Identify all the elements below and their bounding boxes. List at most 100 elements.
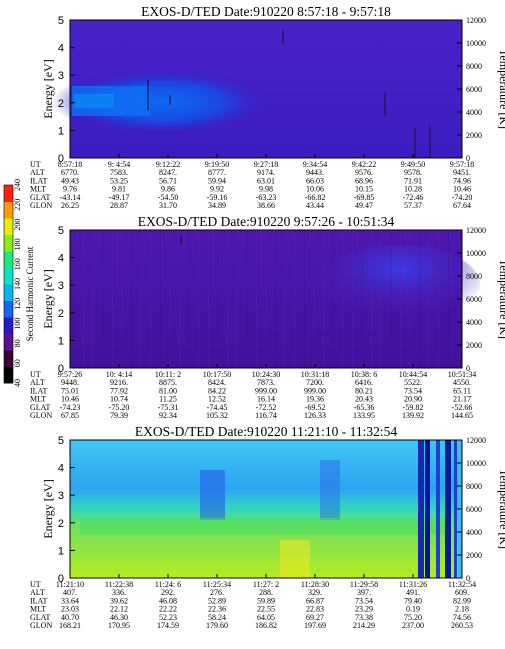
intensity-region <box>320 460 340 520</box>
table-cell: 11:29:58 <box>350 580 378 589</box>
y-axis-label: Energy [eV] <box>41 59 55 118</box>
data-streak <box>436 440 440 578</box>
table-cell: 126.33 <box>304 411 326 420</box>
colorbar-tick-label: 180 <box>13 238 22 250</box>
data-streak <box>425 440 430 578</box>
table-cell: 52.23 <box>159 613 177 622</box>
table-cell: 10.28 <box>404 185 422 194</box>
table-cell: 9.98 <box>259 185 273 194</box>
table-cell: 53.25 <box>110 176 128 185</box>
table-cell: 56.71 <box>159 176 177 185</box>
table-cell: 10.15 <box>355 185 373 194</box>
table-cell: 329. <box>308 588 322 597</box>
colorbar-label: Second Harmonic Current <box>25 246 35 341</box>
colorbar-segment <box>4 218 13 235</box>
colorbar-tick-label: 200 <box>13 219 22 231</box>
table-cell: -65.36 <box>354 403 375 412</box>
table-cell: 23.03 <box>61 605 79 614</box>
colorbar-tick-label: 120 <box>13 298 22 310</box>
table-cell: 4550. <box>453 378 471 387</box>
y2-tick-label: 4000 <box>466 318 482 327</box>
table-cell: 9:49:50 <box>401 160 425 169</box>
colorbar-tick-label: 220 <box>13 199 22 211</box>
table-cell: 9:19:50 <box>205 160 229 169</box>
table-cell: 84.22 <box>208 386 226 395</box>
table-cell: 8777. <box>208 168 226 177</box>
table-cell: 73.38 <box>355 613 373 622</box>
table-cell: -59.16 <box>207 193 228 202</box>
y2-tick-label: 12000 <box>466 16 486 25</box>
table-cell: 336. <box>112 588 126 597</box>
table-cell: 116.74 <box>255 411 277 420</box>
table-cell: 46.30 <box>110 613 128 622</box>
table-cell: 197.69 <box>304 621 326 630</box>
table-cell: 9.76 <box>63 185 77 194</box>
table-cell: 260.53 <box>451 621 473 630</box>
row-label-ut: UT <box>30 160 41 169</box>
table-cell: -63.23 <box>256 193 277 202</box>
table-cell: 19.36 <box>306 395 324 404</box>
table-cell: 6770. <box>61 168 79 177</box>
table-cell: 66.03 <box>306 176 324 185</box>
colorbar-tick-label: 100 <box>13 318 22 330</box>
table-cell: 63.01 <box>257 176 275 185</box>
y2-tick-label: 6000 <box>466 505 482 514</box>
table-cell: 292. <box>161 588 175 597</box>
table-cell: 276. <box>210 588 224 597</box>
table-cell: 7200. <box>306 378 324 387</box>
y2-tick-label: 2000 <box>466 131 482 140</box>
table-cell: -69.85 <box>354 193 375 202</box>
table-cell: 179.60 <box>206 621 228 630</box>
y2-tick-label: 4000 <box>466 108 482 117</box>
y-tick-label: 2 <box>58 308 64 320</box>
intensity-region <box>74 94 114 108</box>
table-cell: 9:34:54 <box>303 160 327 169</box>
y2-tick-label: 6000 <box>466 85 482 94</box>
table-cell: 11:24: 6 <box>155 580 181 589</box>
y-tick-label: 5 <box>58 15 64 27</box>
y2-tick-label: 6000 <box>466 295 482 304</box>
table-cell: 33.64 <box>61 596 79 605</box>
table-cell: 67.64 <box>453 201 471 210</box>
table-cell: 80.21 <box>355 386 373 395</box>
table-cell: 34.89 <box>208 201 226 210</box>
table-cell: 168.21 <box>59 621 81 630</box>
table-cell: 6416. <box>355 378 373 387</box>
table-cell: 170.95 <box>108 621 130 630</box>
table-cell: 8247. <box>159 168 177 177</box>
y-axis-label: Energy [eV] <box>41 479 55 538</box>
table-cell: 79.40 <box>404 596 422 605</box>
y-tick-label: 1 <box>58 335 64 347</box>
table-cell: 22.22 <box>159 605 177 614</box>
table-cell: 66.87 <box>306 596 324 605</box>
table-cell: 11.25 <box>159 395 177 404</box>
table-cell: 9216. <box>110 378 128 387</box>
table-cell: 40.70 <box>61 613 79 622</box>
table-cell: 9174. <box>257 168 275 177</box>
table-cell: 10:51:34 <box>448 370 476 379</box>
spectrogram-background <box>70 440 462 578</box>
table-cell: 22.36 <box>208 605 226 614</box>
table-cell: 67.85 <box>61 411 79 420</box>
table-cell: 10:31:18 <box>301 370 329 379</box>
table-cell: -43.14 <box>60 193 81 202</box>
table-cell: 0.19 <box>406 605 420 614</box>
table-cell: 77.92 <box>110 386 128 395</box>
table-cell: -74.23 <box>60 403 81 412</box>
row-label-ilat: ILAT <box>30 386 47 395</box>
table-cell: 10:17:50 <box>203 370 231 379</box>
y2-tick-label: 10000 <box>466 249 486 258</box>
table-cell: 491. <box>406 588 420 597</box>
table-cell: 20.90 <box>404 395 422 404</box>
y-tick-label: 1 <box>58 125 64 137</box>
panel-title: EXOS-D/TED Date:910220 9:57:26 - 10:51:3… <box>138 214 395 229</box>
table-cell: 139.92 <box>402 411 424 420</box>
table-cell: -75.31 <box>158 403 179 412</box>
y-tick-label: 0 <box>58 363 64 375</box>
colorbar-frame <box>3 184 14 384</box>
table-cell: 46.08 <box>159 596 177 605</box>
y-tick-label: 4 <box>58 463 64 475</box>
table-cell: -49.17 <box>109 193 130 202</box>
colorbar-tick-label: 160 <box>13 258 22 270</box>
table-cell: 9.81 <box>112 185 126 194</box>
